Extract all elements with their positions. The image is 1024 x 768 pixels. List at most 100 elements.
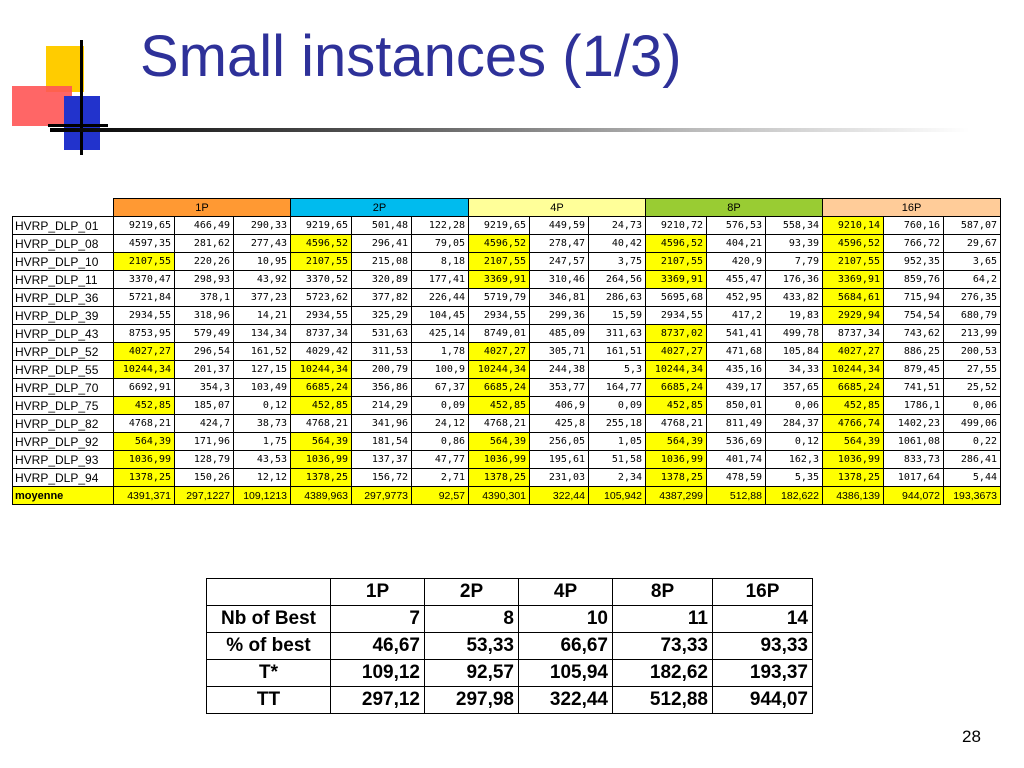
table-cell: 541,41 bbox=[706, 324, 766, 343]
table-cell: 1378,25 bbox=[290, 468, 352, 487]
table-cell: 277,43 bbox=[233, 234, 291, 253]
table-cell: 128,79 bbox=[174, 450, 234, 469]
table-cell: 6685,24 bbox=[468, 378, 530, 397]
average-cell: 297,1227 bbox=[174, 486, 234, 505]
summary-row-label: % of best bbox=[206, 632, 331, 660]
table-cell: 3369,91 bbox=[468, 270, 530, 289]
table-cell: 1,78 bbox=[411, 342, 469, 361]
average-cell: 182,622 bbox=[765, 486, 823, 505]
table-cell: 558,34 bbox=[765, 216, 823, 235]
table-cell: 47,77 bbox=[411, 450, 469, 469]
table-cell: 1378,25 bbox=[645, 468, 707, 487]
table-cell: 150,26 bbox=[174, 468, 234, 487]
table-cell: 4027,27 bbox=[468, 342, 530, 361]
instance-name: HVRP_DLP_92 bbox=[12, 432, 114, 451]
table-cell: 1017,64 bbox=[883, 468, 944, 487]
table-cell: 404,21 bbox=[706, 234, 766, 253]
table-cell: 466,49 bbox=[174, 216, 234, 235]
table-row: HVRP_DLP_92 564,39 171,96 1,75 564,39 181,54 0… bbox=[12, 432, 1001, 451]
table-cell: 134,34 bbox=[233, 324, 291, 343]
table-cell: 14,21 bbox=[233, 306, 291, 325]
table-cell: 424,7 bbox=[174, 414, 234, 433]
table-cell: 4027,27 bbox=[113, 342, 175, 361]
table-cell: 8737,34 bbox=[822, 324, 884, 343]
summary-cell: 73,33 bbox=[612, 632, 713, 660]
table-cell: 0,06 bbox=[943, 396, 1001, 415]
summary-header-2p: 2P bbox=[424, 578, 519, 606]
table-cell: 564,39 bbox=[468, 432, 530, 451]
table-cell: 4027,27 bbox=[822, 342, 884, 361]
table-cell: 171,96 bbox=[174, 432, 234, 451]
table-cell: 51,58 bbox=[588, 450, 646, 469]
table-cell: 0,12 bbox=[233, 396, 291, 415]
table-cell: 499,78 bbox=[765, 324, 823, 343]
table-cell: 290,33 bbox=[233, 216, 291, 235]
table-row: HVRP_DLP_55 10244,34 201,37 127,15 10244,34 2… bbox=[12, 360, 1001, 379]
table-cell: 19,83 bbox=[765, 306, 823, 325]
group-header-16p: 16P bbox=[822, 198, 1001, 217]
table-cell: 10244,34 bbox=[290, 360, 352, 379]
table-row: HVRP_DLP_43 8753,95 579,49 134,34 8737,34 531… bbox=[12, 324, 1001, 343]
summary-row: TT 297,12 297,98 322,44 512,88 944,07 bbox=[206, 686, 813, 714]
table-cell: 3370,47 bbox=[113, 270, 175, 289]
table-cell: 264,56 bbox=[588, 270, 646, 289]
table-cell: 1036,99 bbox=[113, 450, 175, 469]
instance-name: HVRP_DLP_11 bbox=[12, 270, 114, 289]
table-cell: 311,53 bbox=[351, 342, 412, 361]
table-cell: 10244,34 bbox=[468, 360, 530, 379]
table-cell: 715,94 bbox=[883, 288, 944, 307]
table-cell: 162,3 bbox=[765, 450, 823, 469]
summary-cell: 10 bbox=[518, 605, 613, 633]
table-cell: 325,29 bbox=[351, 306, 412, 325]
table-cell: 2107,55 bbox=[645, 252, 707, 271]
instance-name: HVRP_DLP_08 bbox=[12, 234, 114, 253]
average-cell: 193,3673 bbox=[943, 486, 1001, 505]
table-cell: 29,67 bbox=[943, 234, 1001, 253]
table-cell: 200,53 bbox=[943, 342, 1001, 361]
table-cell: 231,03 bbox=[529, 468, 589, 487]
summary-cell: 512,88 bbox=[612, 686, 713, 714]
table-cell: 8,18 bbox=[411, 252, 469, 271]
table-cell: 177,41 bbox=[411, 270, 469, 289]
table-cell: 200,79 bbox=[351, 360, 412, 379]
table-cell: 256,05 bbox=[529, 432, 589, 451]
instance-name: HVRP_DLP_94 bbox=[12, 468, 114, 487]
summary-cell: 53,33 bbox=[424, 632, 519, 660]
table-cell: 8749,01 bbox=[468, 324, 530, 343]
decorative-logo bbox=[0, 0, 140, 170]
summary-cell: 8 bbox=[424, 605, 519, 633]
table-cell: 164,77 bbox=[588, 378, 646, 397]
table-cell: 64,2 bbox=[943, 270, 1001, 289]
table-cell: 127,15 bbox=[233, 360, 291, 379]
table-cell: 281,62 bbox=[174, 234, 234, 253]
title-divider bbox=[50, 128, 970, 132]
table-cell: 5684,61 bbox=[822, 288, 884, 307]
summary-row: Nb of Best 7 8 10 11 14 bbox=[206, 605, 813, 633]
table-cell: 0,06 bbox=[765, 396, 823, 415]
summary-cell: 322,44 bbox=[518, 686, 613, 714]
table-cell: 449,59 bbox=[529, 216, 589, 235]
table-cell: 5,44 bbox=[943, 468, 1001, 487]
summary-cell: 297,98 bbox=[424, 686, 519, 714]
table-cell: 278,47 bbox=[529, 234, 589, 253]
table-cell: 105,84 bbox=[765, 342, 823, 361]
table-cell: 0,09 bbox=[588, 396, 646, 415]
table-cell: 6692,91 bbox=[113, 378, 175, 397]
table-cell: 12,12 bbox=[233, 468, 291, 487]
table-cell: 766,72 bbox=[883, 234, 944, 253]
table-cell: 8737,34 bbox=[290, 324, 352, 343]
table-cell: 741,51 bbox=[883, 378, 944, 397]
summary-cell: 182,62 bbox=[612, 659, 713, 687]
table-cell: 0,09 bbox=[411, 396, 469, 415]
instance-name: HVRP_DLP_10 bbox=[12, 252, 114, 271]
summary-row: T* 109,12 92,57 105,94 182,62 193,37 bbox=[206, 659, 813, 687]
summary-row-label: T* bbox=[206, 659, 331, 687]
table-cell: 24,73 bbox=[588, 216, 646, 235]
table-cell: 255,18 bbox=[588, 414, 646, 433]
table-cell: 43,92 bbox=[233, 270, 291, 289]
table-cell: 417,2 bbox=[706, 306, 766, 325]
table-cell: 471,68 bbox=[706, 342, 766, 361]
table-cell: 354,3 bbox=[174, 378, 234, 397]
table-cell: 4596,52 bbox=[645, 234, 707, 253]
table-cell: 318,96 bbox=[174, 306, 234, 325]
